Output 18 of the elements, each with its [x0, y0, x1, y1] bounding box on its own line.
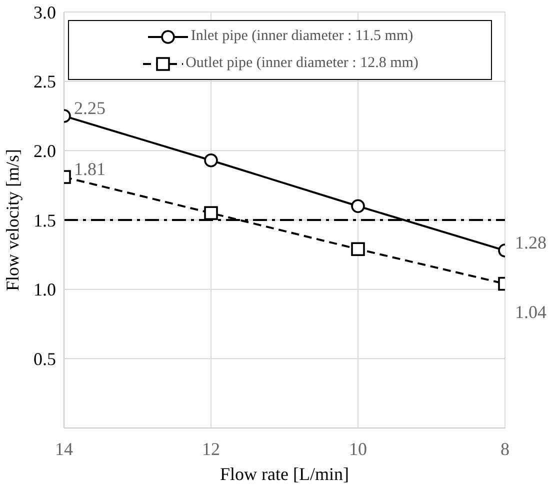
- data-label: 2.25: [74, 98, 106, 118]
- y-tick-label: 1.0: [34, 280, 56, 300]
- legend-label: Inlet pipe (inner diameter : 11.5 mm): [190, 28, 414, 45]
- x-tick-label: 12: [202, 438, 220, 459]
- y-tick-label: 1.5: [34, 210, 56, 230]
- x-tick-label: 14: [55, 438, 73, 459]
- data-label: 1.28: [515, 232, 546, 253]
- x-tick-label: 10: [349, 438, 367, 459]
- y-tick-label: 3.0: [34, 2, 56, 22]
- y-tick-label: 2.0: [34, 141, 56, 162]
- data-label: 1.04: [515, 302, 546, 322]
- data-label: 1.81: [74, 159, 106, 180]
- legend-label: Outlet pipe (inner diameter : 12.8 mm): [186, 55, 418, 72]
- x-tick-label: 8: [500, 438, 510, 459]
- y-axis-title: Flow velocity [m/s]: [2, 149, 22, 291]
- y-tick-label: 2.5: [34, 72, 56, 92]
- x-axis-title: Flow rate [L/min]: [220, 464, 349, 484]
- y-tick-label: 0.5: [34, 349, 56, 370]
